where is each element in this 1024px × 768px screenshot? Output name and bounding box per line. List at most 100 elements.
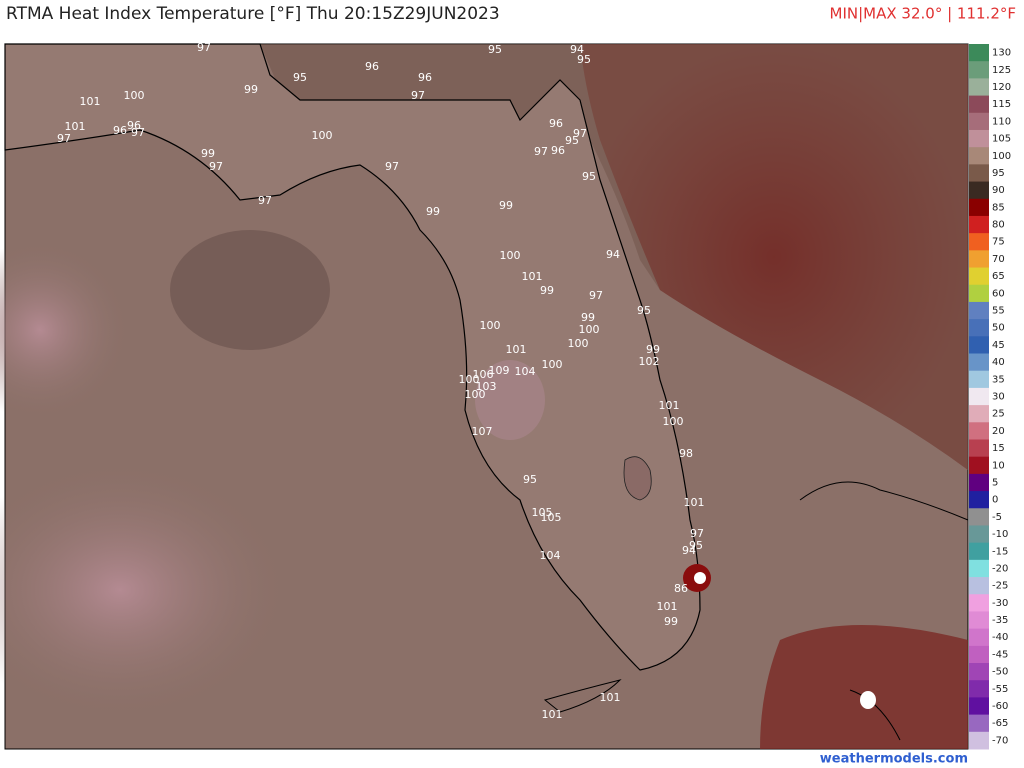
colorbar-swatch [969, 542, 989, 561]
colorbar-swatch [969, 301, 989, 320]
station-value: 100 [500, 249, 521, 262]
station-value: 96 [365, 60, 379, 73]
station-value: 96 [127, 119, 141, 132]
colorbar-swatch [969, 491, 989, 509]
colorbar-label: 40 [992, 357, 1005, 368]
station-value: 100 [312, 129, 333, 142]
station-value: 97 [197, 41, 211, 54]
colorbar-swatch [969, 697, 989, 716]
cool-area [170, 230, 330, 350]
colorbar-label: 110 [992, 116, 1011, 127]
colorbar-swatch [969, 353, 989, 372]
station-value: 101 [522, 270, 543, 283]
colorbar-label: 130 [992, 48, 1011, 59]
colorbar-swatch [969, 129, 989, 148]
station-value: 100 [568, 337, 589, 350]
colorbar-label: 55 [992, 306, 1005, 317]
islands-coast [799, 481, 969, 741]
colorbar-swatch [969, 473, 989, 492]
colorbar-label: 25 [992, 409, 1005, 420]
colorbar-label: 85 [992, 202, 1005, 213]
station-value: 101 [542, 708, 563, 721]
warm-area [0, 460, 290, 720]
colorbar-label: 30 [992, 392, 1005, 403]
station-value: 98 [679, 447, 693, 460]
station-value: 101 [65, 120, 86, 133]
station-value: 105 [541, 511, 562, 524]
colorbar-swatch [969, 267, 989, 286]
station-value: 100 [465, 388, 486, 401]
colorbar-swatch [969, 164, 989, 183]
colorbar-swatch [969, 61, 989, 79]
station-value: 97 [411, 89, 425, 102]
station-value: 101 [506, 343, 527, 356]
station-value: 106 [473, 368, 494, 381]
station-value: 100 [579, 323, 600, 336]
station-value: 99 [540, 284, 554, 297]
colorbar-swatch [969, 577, 989, 595]
colorbar-label: 60 [992, 288, 1005, 299]
colorbar-swatch [969, 439, 989, 458]
colorbar-swatch [969, 95, 989, 114]
map [0, 43, 969, 750]
station-value: 100 [124, 89, 145, 102]
station-value: 96 [418, 71, 432, 84]
station-value: 100 [542, 358, 563, 371]
station-value: 103 [476, 380, 497, 393]
colorbar-swatch [969, 525, 989, 544]
colorbar-label: -25 [992, 581, 1008, 592]
colorbar-swatch [969, 611, 989, 630]
hot-spot-core [860, 691, 876, 709]
colorbar-label: 100 [992, 151, 1011, 162]
colorbar-label: 65 [992, 271, 1005, 282]
colorbar-label: 125 [992, 65, 1011, 76]
station-value: 97 [131, 126, 145, 139]
station-value: 96 [549, 117, 563, 130]
colorbar-label: 15 [992, 443, 1005, 454]
colorbar-swatch [969, 387, 989, 406]
colorbar-label: -15 [992, 546, 1008, 557]
station-value: 97 [573, 127, 587, 140]
station-value: 104 [515, 365, 536, 378]
colorbar-label: -55 [992, 684, 1008, 695]
station-value: 101 [600, 691, 621, 704]
colorbar-label: 115 [992, 99, 1011, 110]
colorbar-swatch [969, 215, 989, 234]
lake-okeechobee [623, 456, 652, 501]
colorbar-swatch [969, 233, 989, 251]
hot-spot-core [694, 572, 706, 584]
colorbar-swatch [969, 112, 989, 131]
colorbar-label: -45 [992, 649, 1008, 660]
keys [543, 679, 622, 713]
title: RTMA Heat Index Temperature [°F] Thu 20:… [6, 4, 500, 24]
station-value: 95 [293, 71, 307, 84]
station-value: 107 [472, 425, 493, 438]
warm-area [475, 360, 545, 440]
colorbar-label: -35 [992, 615, 1008, 626]
colorbar-label: 95 [992, 168, 1005, 179]
colorbar-label: 105 [992, 134, 1011, 145]
colorbar-label: 90 [992, 185, 1005, 196]
colorbar-swatch [969, 284, 989, 303]
station-value: 99 [426, 205, 440, 218]
colorbar-label: 70 [992, 254, 1005, 265]
colorbar-swatch [969, 680, 989, 698]
station-value: 95 [582, 170, 596, 183]
colorbar-label: -30 [992, 598, 1008, 609]
colorbar-swatch [969, 336, 989, 355]
colorbar-label: 75 [992, 237, 1005, 248]
station-value: 99 [664, 615, 678, 628]
colorbar-swatch [969, 422, 989, 440]
ocean-hot-area [760, 625, 968, 749]
station-value: 94 [570, 43, 584, 56]
colorbar-label: 50 [992, 323, 1005, 334]
station-value: 99 [646, 343, 660, 356]
station-value: 105 [532, 506, 553, 519]
colorbar-swatch [969, 78, 989, 97]
station-value: 97 [589, 289, 603, 302]
colorbar-label: -40 [992, 632, 1008, 643]
colorbar-label: 80 [992, 220, 1005, 231]
colorbar-label: -70 [992, 735, 1008, 746]
station-value: 94 [606, 248, 620, 261]
